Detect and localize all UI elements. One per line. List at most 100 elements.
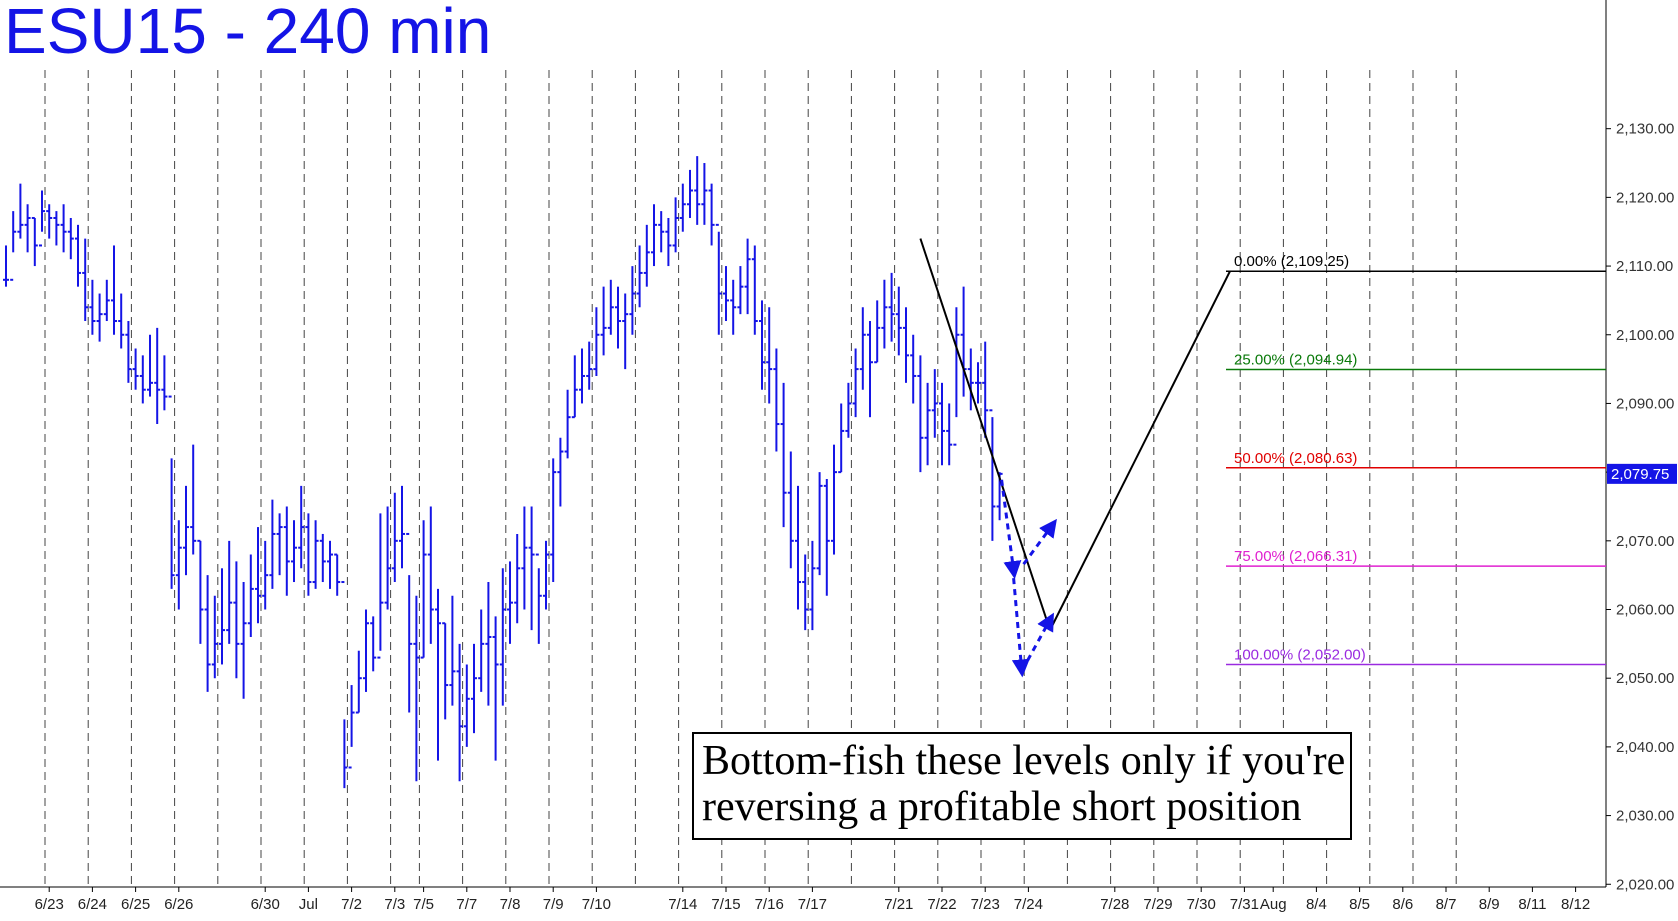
y-tick-label: 2,130.00 <box>1616 121 1674 138</box>
price-bar <box>960 286 967 397</box>
price-bar <box>607 279 614 335</box>
price-bar <box>795 485 801 610</box>
price-bar <box>247 554 254 637</box>
price-bar <box>535 553 542 644</box>
price-bar <box>291 520 297 583</box>
x-tick-label: 6/23 <box>35 896 64 913</box>
price-bar <box>355 650 362 714</box>
fib-75-label: 75.00% (2,066.31) <box>1234 548 1357 565</box>
price-bar <box>665 217 672 267</box>
price-bar <box>67 217 74 260</box>
zigzag-segment <box>919 238 1051 631</box>
fibonacci-levels: 0.00% (2,109.25) 25.00% (2,094.94) 50.00% … <box>1226 253 1606 666</box>
x-tick-label: 8/6 <box>1392 896 1413 913</box>
x-tick-label: 7/5 <box>413 896 434 913</box>
price-bar <box>255 527 261 624</box>
price-bar <box>161 355 168 411</box>
projection-arrows <box>1000 479 1057 678</box>
zigzag-lines <box>919 238 1231 631</box>
price-bar <box>694 156 701 225</box>
price-bar <box>975 362 981 404</box>
x-tick-label: 7/30 <box>1187 896 1216 913</box>
price-bar <box>348 685 355 769</box>
x-tick-label: 6/24 <box>78 896 107 913</box>
price-bar <box>888 272 895 342</box>
last-price-tag: 2,079.75 <box>1607 463 1677 484</box>
price-bar <box>262 540 269 610</box>
last-price-box <box>1607 463 1677 484</box>
x-tick-label: 8/4 <box>1306 896 1327 913</box>
price-bar <box>982 341 989 438</box>
price-bar <box>845 382 852 438</box>
price-bar <box>953 307 960 446</box>
price-bar <box>492 616 499 761</box>
x-tick-label: 7/23 <box>971 896 1000 913</box>
x-tick-label: Aug <box>1260 896 1287 913</box>
ohlc-bars <box>3 156 1003 789</box>
price-bar <box>478 609 485 692</box>
x-tick-label: 7/22 <box>927 896 956 913</box>
price-bar <box>543 540 549 610</box>
price-bar <box>53 211 60 246</box>
price-bar <box>881 279 888 349</box>
price-bar <box>852 348 859 418</box>
price-bar <box>341 581 348 789</box>
x-tick-label: 7/7 <box>456 896 477 913</box>
x-tick-label: 7/15 <box>711 896 740 913</box>
price-bar <box>60 204 67 253</box>
price-bar <box>759 300 765 390</box>
price-bar <box>967 348 974 411</box>
price-bar <box>363 609 369 692</box>
price-bar <box>175 520 182 610</box>
price-bar <box>550 458 557 583</box>
price-bar <box>96 293 103 342</box>
price-bar <box>514 533 521 624</box>
projection-arrow <box>1022 518 1057 566</box>
price-bar <box>672 197 679 253</box>
y-tick-label: 2,050.00 <box>1616 670 1674 687</box>
price-bar <box>139 355 146 404</box>
price-bar <box>197 539 204 644</box>
price-bar <box>593 307 600 376</box>
price-bar <box>17 183 24 239</box>
price-bar <box>737 266 744 315</box>
price-bar <box>46 204 53 239</box>
price-bar <box>391 492 398 583</box>
price-bar <box>708 183 715 246</box>
price-bar <box>622 293 629 370</box>
price-bar <box>521 506 528 610</box>
price-bar <box>226 540 233 644</box>
price-bar <box>931 369 938 438</box>
x-tick-label: 8/7 <box>1436 896 1457 913</box>
price-bar <box>132 348 139 390</box>
price-bar <box>183 485 189 576</box>
fib-25-label: 25.00% (2,094.94) <box>1234 352 1357 369</box>
x-tick-label: 7/29 <box>1143 896 1172 913</box>
y-tick-label: 2,120.00 <box>1616 189 1674 206</box>
price-bar <box>463 664 470 747</box>
price-bar <box>701 163 708 225</box>
price-bar <box>600 286 607 356</box>
fib-100-label: 100.00% (2,052.00) <box>1234 646 1366 663</box>
y-axis: 2,020.00 2,030.00 2,040.00 2,050.00 2,060.00… <box>1605 0 1674 893</box>
price-bar <box>838 403 845 474</box>
price-bar <box>269 499 276 589</box>
x-tick-label: 7/31 <box>1230 896 1259 913</box>
price-bar <box>579 348 585 404</box>
y-tick-label: 2,070.00 <box>1616 533 1674 550</box>
price-bar <box>787 451 794 569</box>
price-bar <box>658 211 665 253</box>
x-tick-label: 7/16 <box>755 896 784 913</box>
price-bar <box>283 506 290 596</box>
price-bar <box>276 513 283 576</box>
price-bar <box>723 266 729 322</box>
price-bar <box>895 286 902 356</box>
x-tick-label: 7/10 <box>582 896 611 913</box>
fib-0-label: 0.00% (2,109.25) <box>1234 253 1349 270</box>
x-tick-label: 8/11 <box>1518 896 1546 913</box>
price-bar <box>413 595 420 782</box>
price-bar <box>442 622 449 720</box>
price-bar <box>751 245 758 335</box>
price-bar <box>823 479 830 596</box>
price-bar <box>809 540 816 631</box>
